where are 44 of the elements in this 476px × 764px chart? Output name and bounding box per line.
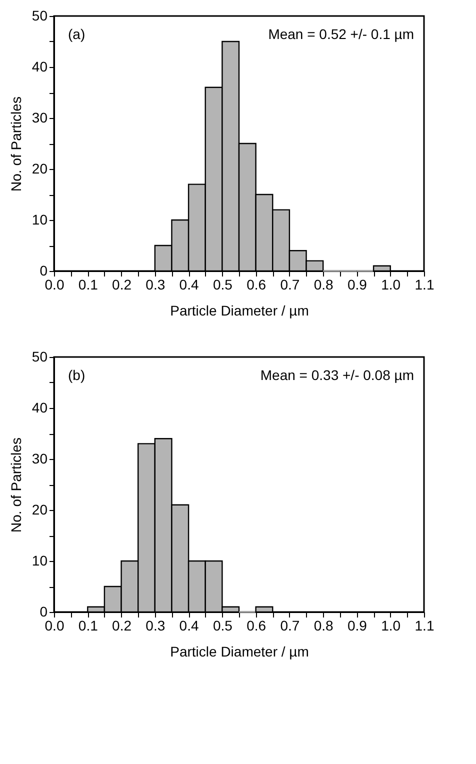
x-tick-label: 0.0 [44, 618, 64, 634]
y-axis-title: No. of Particles [8, 96, 24, 192]
y-tick-label: 10 [32, 552, 48, 568]
annotation: Mean = 0.33 +/- 0.08 µm [260, 367, 414, 383]
y-axis-title: No. of Particles [8, 438, 24, 532]
annotation: Mean = 0.52 +/- 0.1 µm [268, 26, 414, 42]
annotation: (b) [68, 367, 86, 383]
x-tick-label: 1.1 [414, 618, 434, 634]
x-tick-label: 0.5 [212, 618, 233, 634]
x-tick-label: 0.9 [347, 618, 368, 634]
x-tick-label: 0.4 [179, 276, 199, 292]
x-tick-label: 0.3 [146, 618, 166, 634]
x-tick-label: 0.5 [212, 276, 233, 292]
x-tick-label: 0.6 [246, 618, 266, 634]
y-tick-label: 0 [40, 262, 48, 278]
x-tick-label: 0.2 [112, 276, 132, 292]
x-tick-label: 1.0 [381, 276, 401, 292]
y-tick-label: 10 [32, 212, 48, 228]
x-tick-label: 0.1 [78, 618, 98, 634]
y-tick-label: 30 [32, 110, 48, 126]
annotation: (a) [68, 26, 86, 42]
x-tick-label: 0.7 [280, 276, 300, 292]
y-tick-label: 50 [32, 8, 48, 24]
y-tick-label: 50 [32, 348, 48, 364]
x-tick-label: 0.4 [179, 618, 199, 634]
x-tick-label: 0.1 [78, 276, 98, 292]
x-axis-title: Particle Diameter / µm [170, 644, 309, 660]
x-tick-label: 1.1 [414, 276, 434, 292]
x-tick-label: 0.7 [280, 618, 300, 634]
y-tick-label: 30 [32, 450, 48, 466]
y-tick-label: 20 [32, 160, 48, 176]
x-tick-label: 0.3 [146, 276, 166, 292]
x-tick-label: 1.0 [381, 618, 401, 634]
x-axis-title: Particle Diameter / µm [170, 302, 309, 318]
y-tick-label: 40 [32, 58, 48, 74]
x-tick-label: 0.2 [112, 618, 132, 634]
x-tick-label: 0.8 [314, 276, 334, 292]
x-tick-label: 0.8 [314, 618, 334, 634]
x-tick-label: 0.6 [246, 276, 266, 292]
y-tick-label: 20 [32, 502, 48, 518]
y-tick-label: 0 [40, 604, 48, 620]
y-tick-label: 40 [32, 400, 48, 416]
x-tick-label: 0.9 [347, 276, 368, 292]
x-tick-label: 0.0 [44, 276, 64, 292]
